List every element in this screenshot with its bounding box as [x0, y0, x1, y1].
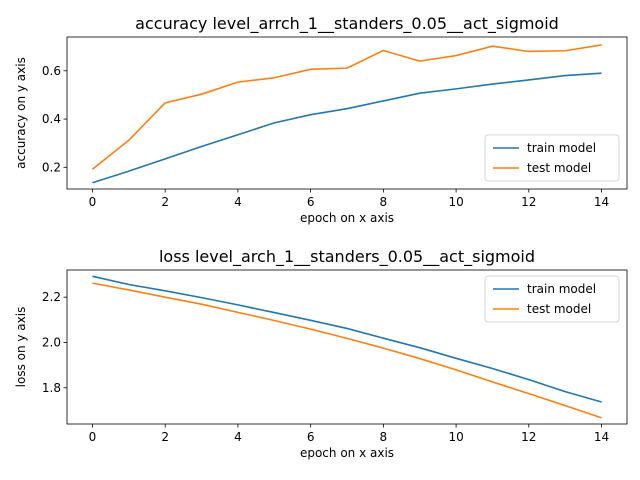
legend-label: train model	[527, 141, 596, 155]
legend: train model test model	[484, 275, 620, 323]
y-axis-label: loss on y axis	[14, 307, 28, 388]
series-line-test-model	[92, 282, 602, 419]
y-tick-label: 1.8	[42, 381, 61, 395]
y-tick-label: 0.2	[42, 160, 61, 174]
series-line-train-model	[92, 72, 602, 184]
axes-frame	[66, 36, 628, 190]
x-tick-label: 4	[234, 430, 242, 444]
legend-box	[484, 134, 620, 182]
x-tick-label: 12	[521, 195, 536, 209]
chart-panel-1: accuracy level_arrch_1__standers_0.05__a…	[14, 14, 628, 225]
x-tick-label: 10	[448, 195, 463, 209]
x-tick-label: 0	[89, 430, 97, 444]
x-axis-label: epoch on x axis	[300, 446, 394, 460]
y-tick-label: 0.6	[42, 64, 61, 78]
x-tick-label: 10	[448, 430, 463, 444]
x-tick-label: 12	[521, 430, 536, 444]
x-tick-label: 0	[89, 195, 97, 209]
x-tick-label: 14	[594, 195, 609, 209]
x-tick-label: 8	[380, 195, 388, 209]
y-tick-label: 2.2	[42, 290, 61, 304]
x-tick-label: 2	[161, 430, 169, 444]
chart-title: loss level_arch_1__standers_0.05__act_si…	[159, 247, 535, 267]
x-axis-label: epoch on x axis	[300, 211, 394, 225]
legend-label: test model	[527, 161, 591, 175]
y-tick-label: 0.4	[42, 112, 61, 126]
axes-frame	[66, 269, 628, 425]
y-axis-label: accuracy on y axis	[14, 57, 28, 169]
legend: train model test model	[484, 134, 620, 182]
x-tick-label: 6	[307, 195, 315, 209]
y-tick-label: 2.0	[42, 335, 61, 349]
legend-label: train model	[527, 282, 596, 296]
x-tick-label: 14	[594, 430, 609, 444]
series-line-test-model	[91, 44, 602, 170]
x-tick-label: 2	[161, 195, 169, 209]
legend-box	[484, 275, 620, 323]
chart-panel-2: loss level_arch_1__standers_0.05__act_si…	[14, 247, 628, 460]
x-tick-label: 6	[307, 430, 315, 444]
series-line-train-model	[92, 275, 602, 403]
x-tick-label: 8	[380, 430, 388, 444]
x-tick-label: 4	[234, 195, 242, 209]
chart-title: accuracy level_arrch_1__standers_0.05__a…	[135, 14, 559, 34]
legend-label: test model	[527, 302, 591, 316]
